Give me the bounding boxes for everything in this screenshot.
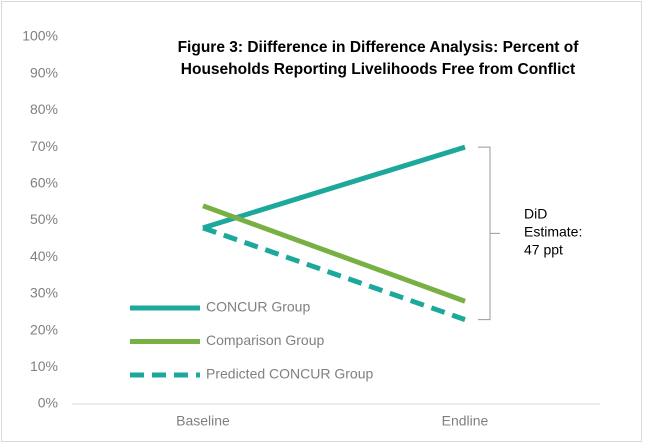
y-tick-label: 90%	[30, 64, 58, 80]
x-tick-label: Baseline	[176, 413, 230, 429]
series-line	[202, 225, 466, 322]
y-tick-label: 30%	[30, 285, 58, 301]
x-tick-label: Endline	[442, 413, 489, 429]
legend-label: Comparison Group	[206, 332, 324, 348]
y-tick-label: 20%	[30, 321, 58, 337]
legend-label: CONCUR Group	[206, 299, 310, 315]
y-tick-label: 40%	[30, 248, 58, 264]
annotation: Estimate:	[524, 224, 582, 240]
series-line	[202, 144, 466, 231]
annotation: DiD	[524, 206, 547, 222]
y-tick-label: 0%	[38, 395, 58, 411]
y-tick-label: 70%	[30, 138, 58, 154]
chart-title: Figure 3: Diifference in Difference Anal…	[178, 39, 580, 56]
bracket	[478, 146, 500, 321]
y-tick-label: 60%	[30, 175, 58, 191]
series-line	[202, 203, 466, 304]
y-tick-label: 10%	[30, 358, 58, 374]
y-tick-label: 100%	[22, 28, 58, 44]
y-tick-label: 50%	[30, 211, 58, 227]
legend-label: Predicted CONCUR Group	[206, 366, 373, 382]
annotation: 47 ppt	[524, 242, 563, 258]
y-tick-label: 80%	[30, 101, 58, 117]
chart-title: Households Reporting Livelihoods Free fr…	[181, 61, 575, 78]
chart-border	[1, 1, 642, 442]
